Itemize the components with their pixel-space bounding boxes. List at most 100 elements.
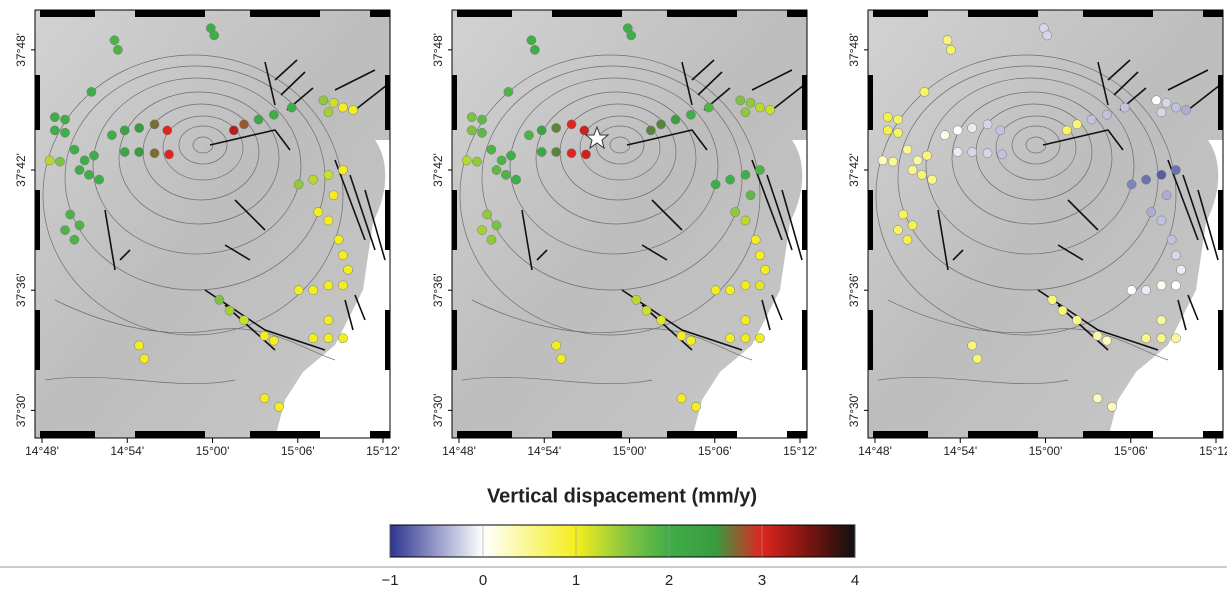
station (1171, 103, 1180, 112)
station (766, 105, 775, 114)
station (581, 150, 590, 159)
station (75, 221, 84, 230)
station (1048, 295, 1057, 304)
station (467, 126, 476, 135)
station (893, 226, 902, 235)
station (497, 156, 506, 165)
station (84, 170, 93, 179)
station (567, 120, 576, 129)
station (120, 147, 129, 156)
station (308, 334, 317, 343)
station (239, 316, 248, 325)
station (741, 281, 750, 290)
station (150, 120, 159, 129)
station (888, 157, 897, 166)
station (736, 96, 745, 105)
x-tick-label: 15°00' (613, 444, 647, 458)
station (908, 165, 917, 174)
station (1157, 334, 1166, 343)
station (1171, 281, 1180, 290)
station (627, 31, 636, 40)
station (908, 221, 917, 230)
station (741, 216, 750, 225)
station (524, 131, 533, 140)
station (338, 281, 347, 290)
station (225, 306, 234, 315)
station (1171, 251, 1180, 260)
x-tick-label: 14°54' (527, 444, 561, 458)
station (60, 226, 69, 235)
basemap (868, 10, 1223, 438)
station (893, 128, 902, 137)
station (968, 147, 977, 156)
station (755, 165, 764, 174)
station (755, 251, 764, 260)
station (512, 175, 521, 184)
map-panel: 14°48'14°54'15°00'15°06'15°12'37°30'37°3… (431, 10, 817, 458)
colorbar-tick-label: −1 (381, 572, 398, 589)
y-tick-label: 37°48' (14, 33, 28, 67)
station (755, 103, 764, 112)
station (711, 180, 720, 189)
station (1127, 180, 1136, 189)
station (462, 156, 471, 165)
station (580, 126, 589, 135)
station (492, 165, 501, 174)
station (632, 295, 641, 304)
x-tick-label: 15°12' (1199, 444, 1227, 458)
station (983, 149, 992, 158)
station (324, 216, 333, 225)
station (487, 235, 496, 244)
station (329, 191, 338, 200)
station (741, 108, 750, 117)
basemap (35, 10, 390, 438)
station (107, 131, 116, 140)
station (883, 113, 892, 122)
station (1182, 105, 1191, 114)
station (1093, 331, 1102, 340)
station (903, 235, 912, 244)
station (1157, 281, 1166, 290)
station (329, 98, 338, 107)
station (294, 286, 303, 295)
station (506, 151, 515, 160)
station (492, 221, 501, 230)
station (274, 402, 283, 411)
station (552, 147, 561, 156)
station (1107, 402, 1116, 411)
station (527, 36, 536, 45)
map-panel: 14°48'14°54'15°00'15°06'15°12'37°30'37°3… (847, 10, 1227, 458)
station (725, 286, 734, 295)
station (530, 45, 539, 54)
station (725, 175, 734, 184)
station (755, 334, 764, 343)
station (760, 265, 769, 274)
station (953, 147, 962, 156)
station (319, 96, 328, 105)
y-tick-label: 37°36' (431, 273, 445, 307)
station (210, 31, 219, 40)
station (1171, 165, 1180, 174)
station (477, 128, 486, 137)
station (1171, 334, 1180, 343)
station (338, 334, 347, 343)
station (677, 394, 686, 403)
y-tick-label: 37°30' (847, 393, 861, 427)
station (725, 334, 734, 343)
station (163, 126, 172, 135)
y-tick-label: 37°42' (847, 153, 861, 187)
station (1120, 103, 1129, 112)
station (917, 170, 926, 179)
y-tick-label: 37°30' (14, 393, 28, 427)
colorbar-title: Vertical dispacement (mm/y) (487, 485, 757, 507)
station (314, 207, 323, 216)
station (87, 87, 96, 96)
station (691, 402, 700, 411)
station (324, 108, 333, 117)
station (1072, 316, 1081, 325)
station (324, 281, 333, 290)
station (746, 98, 755, 107)
station (269, 110, 278, 119)
station (294, 180, 303, 189)
station (883, 126, 892, 135)
